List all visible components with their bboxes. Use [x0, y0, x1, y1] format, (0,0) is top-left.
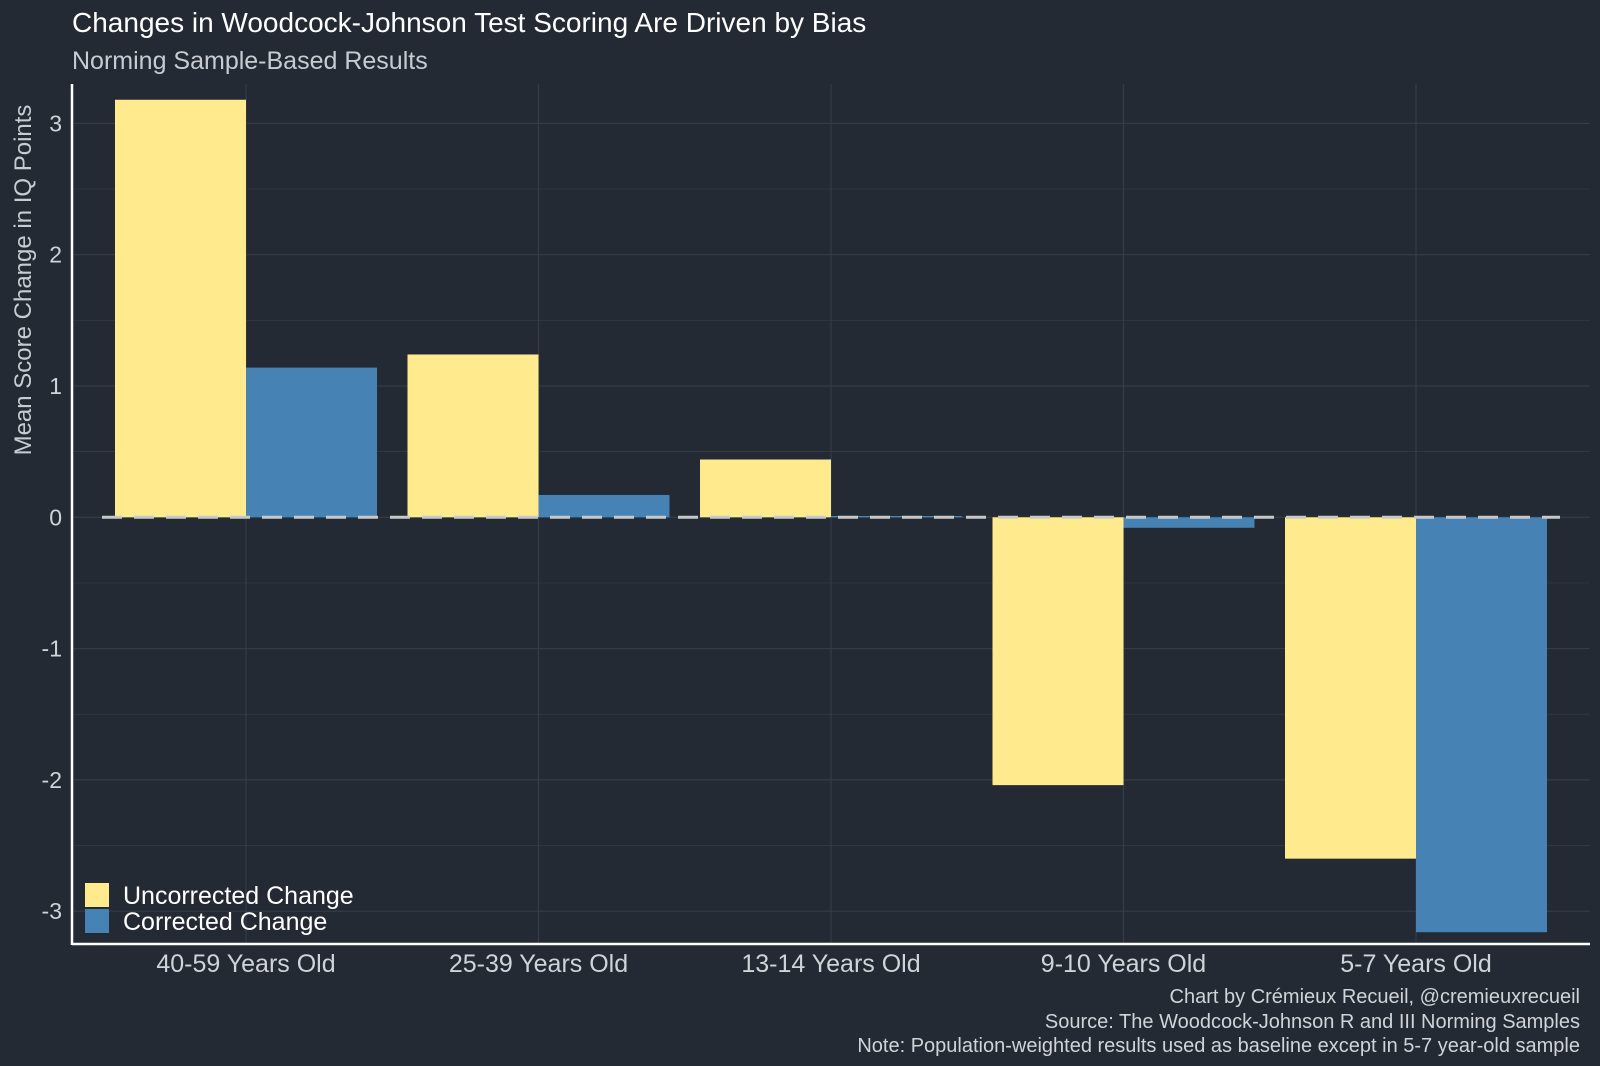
caption-note: Note: Population-weighted results used a…: [857, 1035, 1580, 1057]
bar-corrected-change-13-14-years-old: [831, 515, 962, 518]
y-tick-label: -1: [42, 636, 62, 662]
y-tick-label: 1: [49, 373, 62, 399]
legend: Uncorrected Change Corrected Change: [85, 882, 354, 936]
y-tick-label: 2: [49, 242, 62, 268]
bar-corrected-change-5-7-years-old: [1416, 517, 1547, 933]
chart-title: Changes in Woodcock-Johnson Test Scoring…: [72, 7, 866, 38]
legend-label-corrected: Corrected Change: [123, 908, 327, 936]
y-axis-label: Mean Score Change in IQ Points: [10, 105, 37, 456]
x-tick-label-13-14-years-old: 13-14 Years Old: [741, 950, 920, 978]
x-tick-label-9-10-years-old: 9-10 Years Old: [1041, 950, 1206, 978]
bar-corrected-change-40-59-years-old: [246, 367, 377, 518]
axis-layer: [70, 84, 1590, 946]
chart-subtitle: Norming Sample-Based Results: [72, 47, 428, 75]
x-tick-label-25-39-years-old: 25-39 Years Old: [449, 950, 628, 978]
bar-uncorrected-change-5-7-years-old: [1285, 517, 1416, 859]
bar-uncorrected-change-13-14-years-old: [700, 459, 831, 518]
legend-swatch-corrected: [85, 909, 109, 933]
bar-layer: [115, 99, 1547, 933]
tick-layer: -3 -2 -1 0 1 2 3: [42, 110, 62, 924]
y-tick-label: 0: [49, 504, 62, 530]
x-tick-label-40-59-years-old: 40-59 Years Old: [156, 950, 335, 978]
bar-uncorrected-change-9-10-years-old: [992, 517, 1124, 786]
category-label-layer: 40-59 Years Old 25-39 Years Old 13-14 Year…: [156, 950, 1491, 978]
caption-credit: Chart by Crémieux Recueil, @cremieuxrecu…: [1170, 986, 1580, 1008]
bar-corrected-change-25-39-years-old: [538, 494, 670, 518]
bar-uncorrected-change-25-39-years-old: [407, 354, 539, 518]
legend-swatch-uncorrected: [85, 883, 109, 907]
bar-corrected-change-9-10-years-old: [1123, 517, 1255, 528]
bar-uncorrected-change-40-59-years-old: [115, 99, 246, 518]
caption: Chart by Crémieux Recueil, @cremieuxrecu…: [857, 986, 1580, 1057]
y-tick-label: 3: [49, 110, 62, 136]
caption-source: Source: The Woodcock-Johnson R and III N…: [1045, 1011, 1580, 1033]
y-tick-label: -2: [42, 767, 62, 793]
y-tick-label: -3: [42, 898, 62, 924]
legend-label-uncorrected: Uncorrected Change: [123, 882, 354, 910]
x-tick-label-5-7-years-old: 5-7 Years Old: [1340, 950, 1492, 978]
